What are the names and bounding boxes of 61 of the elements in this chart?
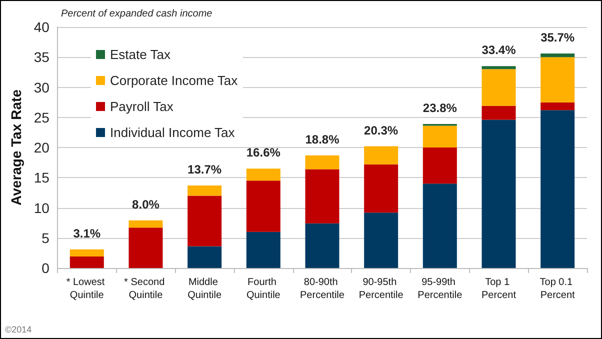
bar: [246, 180, 280, 232]
bar: [70, 256, 104, 268]
legend-label: Individual Income Tax: [110, 125, 236, 140]
total-label: 18.8%: [305, 132, 340, 146]
bar: [188, 196, 222, 246]
y-tick-label: 40: [34, 19, 50, 35]
bar: [540, 54, 575, 58]
legend-label: Estate Tax: [110, 47, 171, 62]
y-tick-label: 30: [34, 79, 50, 96]
total-label: 16.6%: [246, 146, 281, 160]
x-tick-label: 90-95th Percentile: [358, 277, 404, 301]
y-tick-label: 25: [34, 109, 50, 126]
x-tick-label: * Second Quintile: [124, 277, 168, 301]
x-tick-label: Middle Quintile: [188, 277, 222, 301]
bar: [188, 246, 222, 268]
total-label: 3.1%: [73, 226, 101, 240]
x-tick-label: 95-99th Percentile: [418, 277, 463, 301]
bar: [540, 102, 575, 110]
text: ©2014: [5, 324, 32, 334]
y-tick-label: 20: [34, 140, 50, 156]
total-label: 8.0%: [132, 197, 160, 212]
bar: [70, 249, 104, 257]
y-axis-title: Average Tax Rate: [8, 89, 24, 206]
x-tick-label: Top 0.1 Percent: [540, 277, 576, 301]
y-tick-label: 35: [34, 49, 50, 66]
total-label: 20.3%: [364, 123, 398, 138]
bar: [422, 184, 457, 268]
total-label: 13.7%: [188, 162, 222, 176]
bar: [128, 228, 163, 268]
bar: [246, 168, 280, 181]
bar: [188, 185, 222, 196]
bar: [482, 120, 516, 268]
bar: [422, 126, 457, 148]
legend-label: Corporate Income Tax: [110, 73, 238, 88]
bar: [540, 110, 575, 268]
bar: [305, 223, 340, 268]
x-tick-label: * Lowest Quintile: [66, 277, 108, 301]
bar: [128, 220, 163, 228]
bar: [364, 146, 398, 164]
bar: [364, 164, 398, 213]
bar: [482, 69, 516, 106]
bar: [482, 106, 516, 120]
bar: [305, 169, 340, 224]
bar: [540, 57, 575, 102]
total-label: 33.4%: [482, 43, 516, 58]
bar: [482, 66, 516, 70]
y-tick-label: 0: [42, 260, 50, 276]
bar: [364, 212, 398, 268]
x-tick-label: Top 1 Percent: [482, 277, 516, 301]
total-label: 35.7%: [540, 30, 575, 45]
y-tick-label: 5: [42, 230, 50, 246]
bar: [305, 155, 340, 170]
y-tick-label: 15: [34, 170, 50, 186]
bar: [246, 232, 280, 268]
legend-label: Payroll Tax: [110, 99, 174, 114]
chart-subtitle: Percent of expanded cash income: [61, 8, 213, 20]
total-label: 23.8%: [422, 101, 458, 116]
bar: [422, 148, 457, 184]
y-tick-label: 10: [34, 200, 50, 216]
x-tick-label: 80-90th Percentile: [300, 277, 345, 301]
x-tick-label: Fourth Quintile: [246, 277, 281, 301]
